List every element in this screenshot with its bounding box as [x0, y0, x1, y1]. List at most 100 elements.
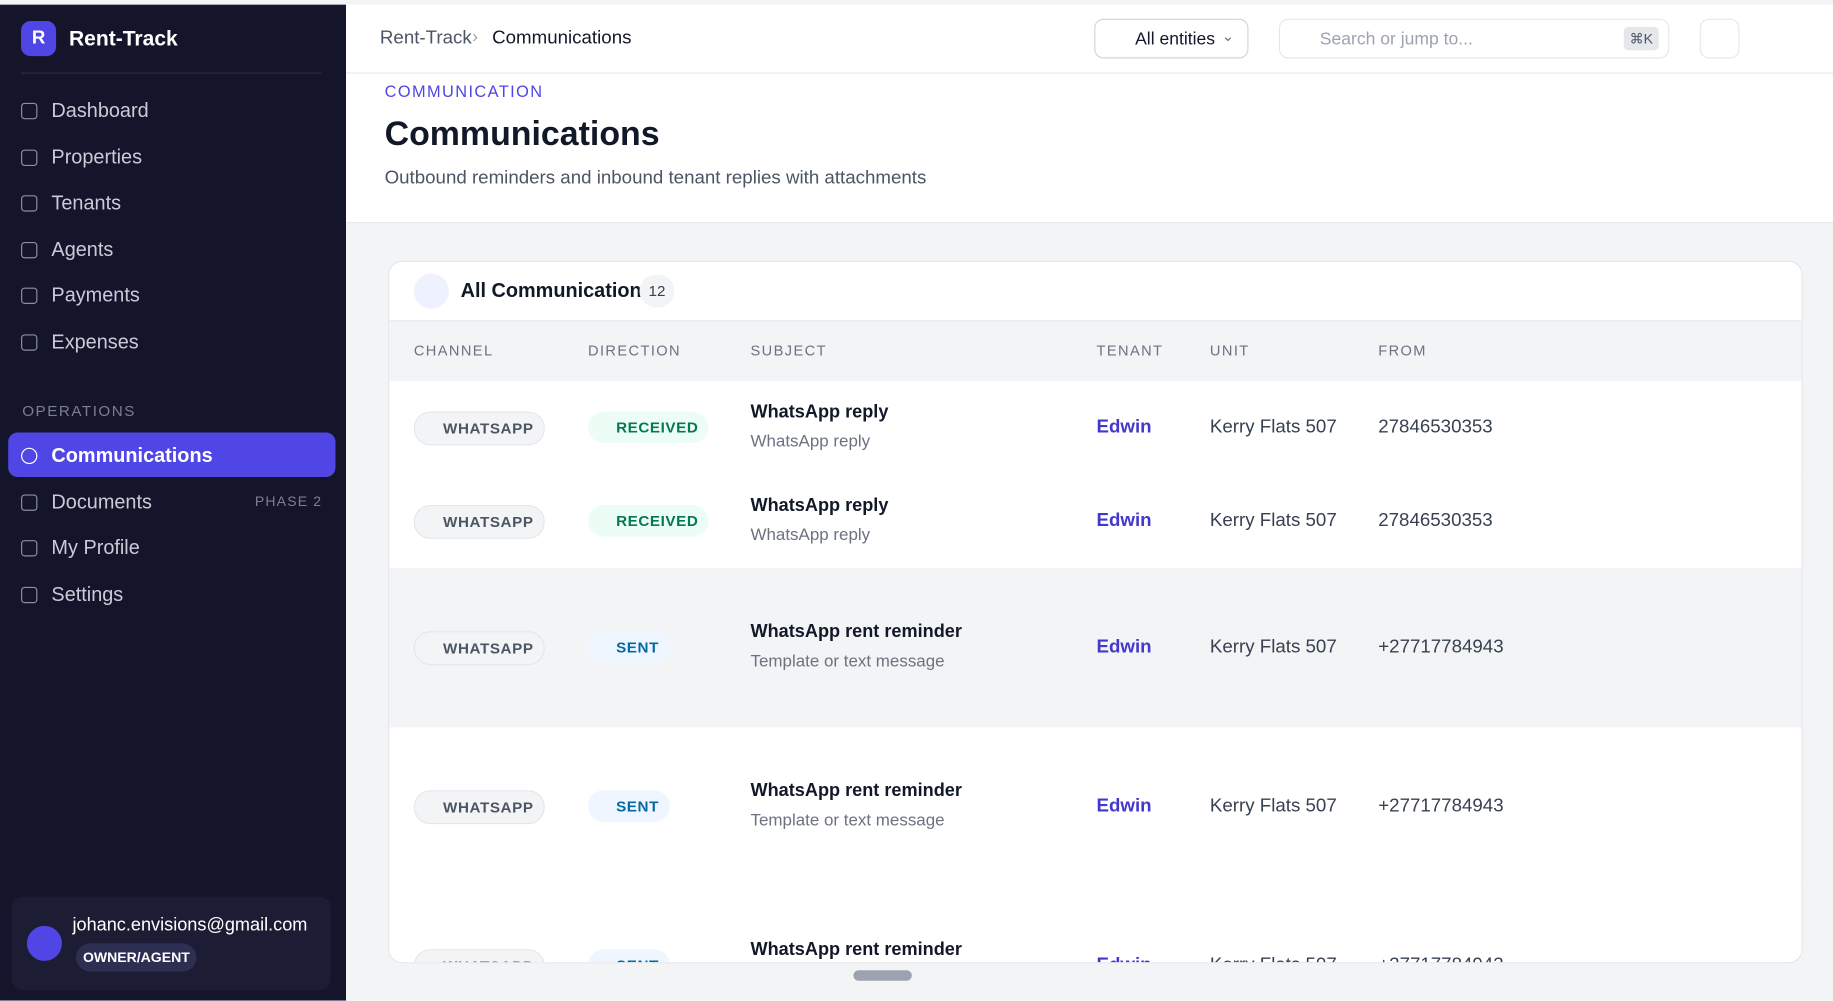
nav-label: Agents: [51, 238, 114, 261]
direction-pill: RECEIVED: [588, 505, 709, 537]
nav-item[interactable]: My Profile: [21, 537, 325, 560]
card-icon: [413, 273, 449, 309]
search[interactable]: Search or jump to... ⌘K: [1278, 18, 1670, 59]
topbar: Rent-Track › Communications All entities…: [346, 4, 1833, 74]
table-row[interactable]: WHATSAPP RECEIVED WhatsApp reply WhatsApp r…: [389, 381, 1802, 476]
from: 27846530353: [1378, 510, 1493, 531]
sidebar: R Rent-Track OPERATIONS Dashboard Propert…: [0, 4, 347, 1001]
nav-label: Properties: [51, 145, 143, 168]
nav-item[interactable]: Expenses: [21, 331, 325, 354]
scrollbar[interactable]: [853, 970, 912, 981]
subject: WhatsApp rent reminder: [750, 621, 962, 642]
nav-item[interactable]: Documents PHASE 2: [21, 491, 325, 514]
column-header: SUBJECT: [750, 342, 827, 359]
breadcrumb-current: Communications: [492, 28, 632, 48]
user-role: OWNER/AGENT: [75, 943, 197, 972]
subject-detail: WhatsApp reply: [750, 526, 871, 545]
search-placeholder: Search or jump to...: [1319, 29, 1473, 50]
divider: [21, 72, 322, 74]
table-row[interactable]: WHATSAPP RECEIVED WhatsApp reply WhatsApp r…: [389, 474, 1802, 570]
table-row[interactable]: WHATSAPP SENT WhatsApp rent reminder Templa…: [389, 727, 1802, 888]
table-head: [389, 320, 1802, 384]
subject: WhatsApp rent reminder: [750, 780, 962, 801]
entities-select[interactable]: All entities ⌄: [1094, 18, 1249, 59]
channel-pill: WHATSAPP: [413, 411, 546, 446]
column-header: CHANNEL: [413, 342, 494, 359]
user-email: johanc.envisions@gmail.com: [72, 915, 308, 936]
nav-label: Dashboard: [51, 99, 149, 122]
nav-icon: [21, 195, 38, 212]
subject: WhatsApp reply: [750, 402, 889, 423]
channel-pill: WHATSAPP: [413, 790, 546, 825]
nav-icon: [21, 494, 38, 511]
nav-label: Communications: [51, 444, 213, 467]
subject-detail: Template or text message: [750, 811, 945, 830]
nav-item[interactable]: Dashboard: [21, 99, 325, 122]
nav-icon: [21, 334, 38, 351]
nav-item[interactable]: Tenants: [21, 192, 325, 215]
page-subtitle: Outbound reminders and inbound tenant re…: [384, 168, 927, 189]
tenant-link[interactable]: Edwin: [1096, 796, 1152, 816]
shortcut: ⌘K: [1623, 26, 1659, 51]
avatar: [26, 925, 62, 961]
eyebrow: COMMUNICATION: [384, 81, 544, 101]
tenant-link[interactable]: Edwin: [1096, 637, 1152, 657]
table-card: All Communications 12 CHANNEL DIRECTION SU…: [388, 260, 1803, 964]
unit: Kerry Flats 507: [1210, 955, 1337, 962]
subject-detail: WhatsApp reply: [750, 432, 871, 452]
tenant-link[interactable]: Edwin: [1097, 955, 1152, 962]
unit: Kerry Flats 507: [1209, 417, 1337, 438]
nav-label: Payments: [51, 284, 140, 307]
card-title: All Communications: [460, 279, 653, 302]
count-badge: 12: [639, 274, 675, 308]
section-label: OPERATIONS: [22, 402, 136, 420]
channel-pill: WHATSAPP: [413, 631, 546, 666]
nav-label: Documents: [51, 490, 152, 513]
nav-item[interactable]: Properties: [21, 146, 325, 169]
tenant-link[interactable]: Edwin: [1096, 417, 1152, 438]
nav-item[interactable]: Agents: [21, 238, 325, 261]
nav-icon: [21, 540, 38, 557]
notifications-button[interactable]: [1699, 18, 1740, 59]
subject: WhatsApp rent reminder: [750, 939, 962, 960]
theme-button[interactable]: [1770, 19, 1807, 56]
phase-badge: PHASE 2: [254, 492, 323, 510]
main: Rent-Track › Communications All entities…: [346, 4, 1833, 1001]
nav-active-bg: [8, 432, 336, 477]
tenant-link[interactable]: Edwin: [1096, 510, 1152, 531]
user-card[interactable]: johanc.envisions@gmail.com OWNER/AGENT: [11, 896, 331, 991]
channel-pill: WHATSAPP: [413, 505, 546, 539]
nav-icon: [21, 288, 38, 305]
brand-logo: R: [21, 21, 57, 57]
column-header: TENANT: [1096, 342, 1164, 359]
nav-label: Tenants: [51, 191, 122, 215]
channel-pill: WHATSAPP: [413, 949, 546, 963]
chevron: ⌄: [1221, 26, 1235, 45]
unit: Kerry Flats 507: [1209, 796, 1337, 816]
direction-pill: SENT: [588, 790, 670, 822]
breadcrumb[interactable]: Rent-Track: [379, 28, 472, 48]
nav-item[interactable]: Settings: [21, 583, 325, 606]
direction-pill: SENT: [588, 949, 670, 963]
page-title: Communications: [384, 115, 660, 154]
nav-icon: [21, 586, 38, 603]
from: +27717784943: [1378, 955, 1503, 962]
brand: Rent-Track: [68, 26, 178, 51]
nav-label: Settings: [51, 583, 124, 606]
nav-item[interactable]: Communications: [21, 444, 325, 467]
nav-icon: [21, 149, 38, 166]
column-header: UNIT: [1209, 342, 1250, 359]
nav-icon: [21, 102, 38, 120]
entities-label: All entities: [1135, 29, 1216, 50]
column-header: FROM: [1378, 342, 1427, 359]
nav-item[interactable]: Payments: [21, 285, 325, 308]
unit: Kerry Flats 507: [1209, 637, 1337, 657]
column-header: DIRECTION: [588, 342, 682, 359]
direction-pill: RECEIVED: [588, 411, 709, 444]
from: +27717784943: [1378, 796, 1504, 816]
from: +27717784943: [1378, 637, 1504, 657]
